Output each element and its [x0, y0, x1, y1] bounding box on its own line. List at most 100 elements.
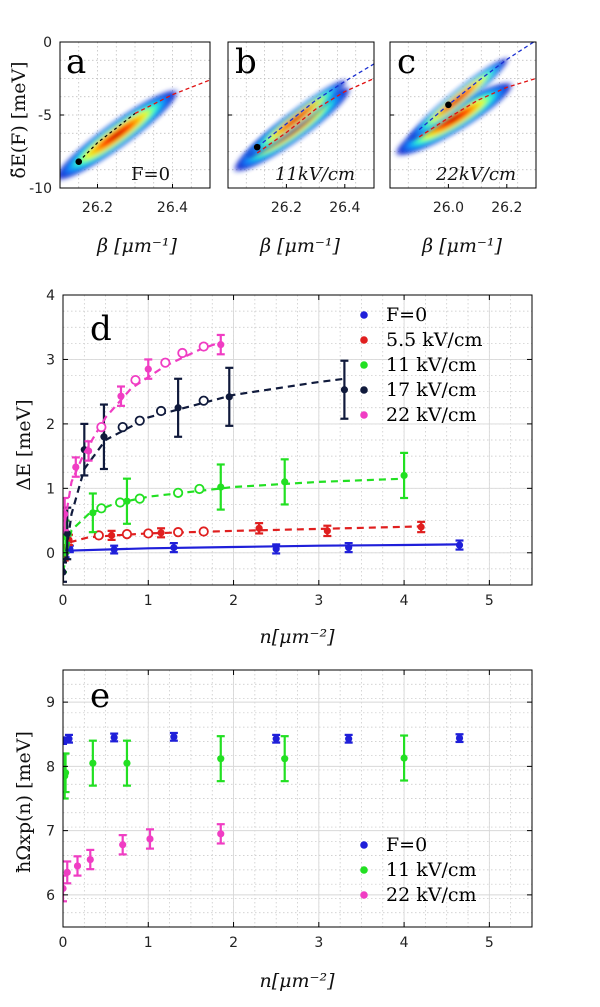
legend-5-5-kv-cm-label: 5.5 kV/cm: [386, 329, 483, 351]
xlabel-c: β [μm⁻¹]: [421, 235, 502, 257]
legend-f-0-label: F=0: [386, 304, 427, 326]
xlabel-a: β [μm⁻¹]: [96, 235, 177, 257]
series-5-5-kv-cm-open-point: [198, 526, 209, 537]
legend-22-kv-cm-marker: [360, 891, 368, 899]
xlabel-b: β [μm⁻¹]: [259, 235, 340, 257]
legend-22-kv-cm-label: 22 kV/cm: [386, 884, 477, 906]
x-tick-label: 5: [485, 935, 494, 951]
series-22-kv-cm-point: [217, 830, 225, 838]
series-22-kv-cm-point: [86, 855, 94, 864]
series-f-0-point: [65, 735, 73, 743]
series-f-0-point: [170, 733, 178, 741]
series-17-kv-cm-point: [63, 568, 67, 576]
series-22-kv-cm-point: [63, 884, 67, 893]
series-5-5-kv-cm-open-point: [143, 528, 154, 539]
series-22-kv-cm-point: [73, 862, 82, 870]
series-22-kv-cm-open-point: [160, 357, 171, 368]
y-tick-label: 9: [46, 695, 55, 711]
series-11-kv-cm-point: [89, 509, 97, 517]
series-22-kv-cm-point: [84, 447, 93, 455]
y-tick-label: 0: [46, 546, 55, 562]
series-f-0-point: [272, 735, 280, 743]
legend-22-kv-cm-label: 22 kV/cm: [386, 404, 477, 426]
series-22-kv-cm-fit: [63, 340, 222, 534]
heatmap-content: [60, 79, 210, 182]
series-11-kv-cm-point: [400, 471, 408, 480]
fit-line-blue: [256, 63, 374, 148]
fit-line-black: [78, 113, 136, 163]
x-tick-label: 26.4: [157, 200, 188, 216]
series-11-kv-cm-point: [217, 483, 225, 491]
y-tick-label: 6: [46, 888, 55, 904]
series-17-kv-cm-open-point: [155, 405, 167, 417]
series-5-5-kv-cm-point: [255, 524, 263, 532]
series-11-kv-cm-open-point: [134, 493, 145, 504]
series-f-0-point: [170, 544, 178, 552]
heatmap-density-upper: [243, 78, 349, 161]
x-tick-label: 3: [314, 935, 323, 951]
series-11-kv-cm-point: [281, 478, 289, 486]
series-17-kv-cm-point: [63, 529, 71, 538]
fit-line-red: [256, 77, 374, 154]
y-tick-label: -10: [29, 181, 52, 197]
series-f-0-point: [272, 545, 280, 553]
heatmap-density: [393, 81, 515, 157]
x-tick-label: 2: [229, 935, 238, 951]
xlabel-e: n[μm⁻²]: [259, 970, 335, 992]
series-11-kv-cm-point: [123, 497, 131, 505]
scatter-panel-e: 0 1 2 3 4 5 6 7 8 9 F=0 11 kV/cm 22 kV/cm: [46, 669, 533, 951]
ylabel-d: ΔE [meV]: [13, 399, 35, 490]
series-f-0-point: [345, 735, 353, 743]
series-22-kv-cm-open-point: [198, 341, 209, 352]
plot-frame: [62, 294, 533, 586]
panel-label-c: c: [397, 42, 416, 82]
y-tick-label: -5: [38, 108, 52, 124]
series-22-kv-cm-point: [63, 868, 71, 876]
series-22-kv-cm-point: [217, 341, 225, 349]
series-22-kv-cm-open-point: [130, 374, 141, 386]
series-22-kv-cm-point: [119, 841, 127, 849]
series-11-kv-cm-point: [281, 755, 289, 763]
series-5-5-kv-cm-point: [323, 527, 331, 535]
series-22-kv-cm-point: [72, 463, 80, 471]
y-tick-label: 8: [46, 759, 55, 775]
series-11-kv-cm-point: [63, 769, 70, 777]
annotation-22kv: 22kV/cm: [435, 164, 516, 185]
series-5-5-kv-cm-open-point: [173, 527, 184, 538]
heatmap-density-upper: [405, 56, 511, 143]
series-17-kv-cm-open-point: [198, 395, 209, 406]
series-11-kv-cm-point: [123, 759, 131, 767]
series-17-kv-cm-point: [225, 393, 233, 401]
legend-22-kv-cm-marker: [360, 411, 368, 419]
legend-17-kv-cm-marker: [360, 386, 368, 394]
series-11-kv-cm-point: [400, 754, 408, 762]
heatmap-panel-a: 26.2 26.4 0 -5 -10: [29, 35, 211, 216]
ylabel-e: ħΩxp(n) [meV]: [13, 731, 35, 873]
heatmap-panel-b: 26.2 26.4: [227, 41, 375, 216]
series-f-0-point: [345, 544, 353, 552]
y-tick-label: 4: [46, 288, 55, 304]
series-17-kv-cm-open-point: [117, 422, 128, 433]
series-11-kv-cm-open-point: [96, 503, 107, 514]
legend-f-0-marker: [360, 311, 368, 319]
x-tick-label: 26.2: [82, 200, 113, 216]
marker-point: [253, 143, 261, 151]
heatmap-content: [393, 42, 536, 157]
legend-11-kv-cm-marker: [360, 361, 368, 369]
series-11-kv-cm-fit: [63, 477, 405, 573]
series-17-kv-cm-point: [340, 386, 348, 394]
series-f-0-point: [110, 545, 118, 554]
x-tick-label: 4: [400, 593, 409, 609]
fit-line-red: [418, 77, 536, 138]
series-22-kv-cm-point: [144, 365, 152, 373]
x-tick-label: 2: [229, 593, 238, 609]
x-tick-label: 5: [485, 593, 494, 609]
x-tick-label: 0: [59, 593, 68, 609]
series-17-kv-cm-open-point: [134, 415, 145, 426]
top-ylabel: δ̃E(F) [meV]: [8, 61, 30, 178]
y-tick-label: 7: [46, 824, 55, 840]
series-11-kv-cm-open-point: [173, 487, 184, 498]
annotation-f0: F=0: [131, 164, 170, 185]
series-f-0-point: [455, 541, 464, 549]
series-content: [63, 333, 464, 583]
